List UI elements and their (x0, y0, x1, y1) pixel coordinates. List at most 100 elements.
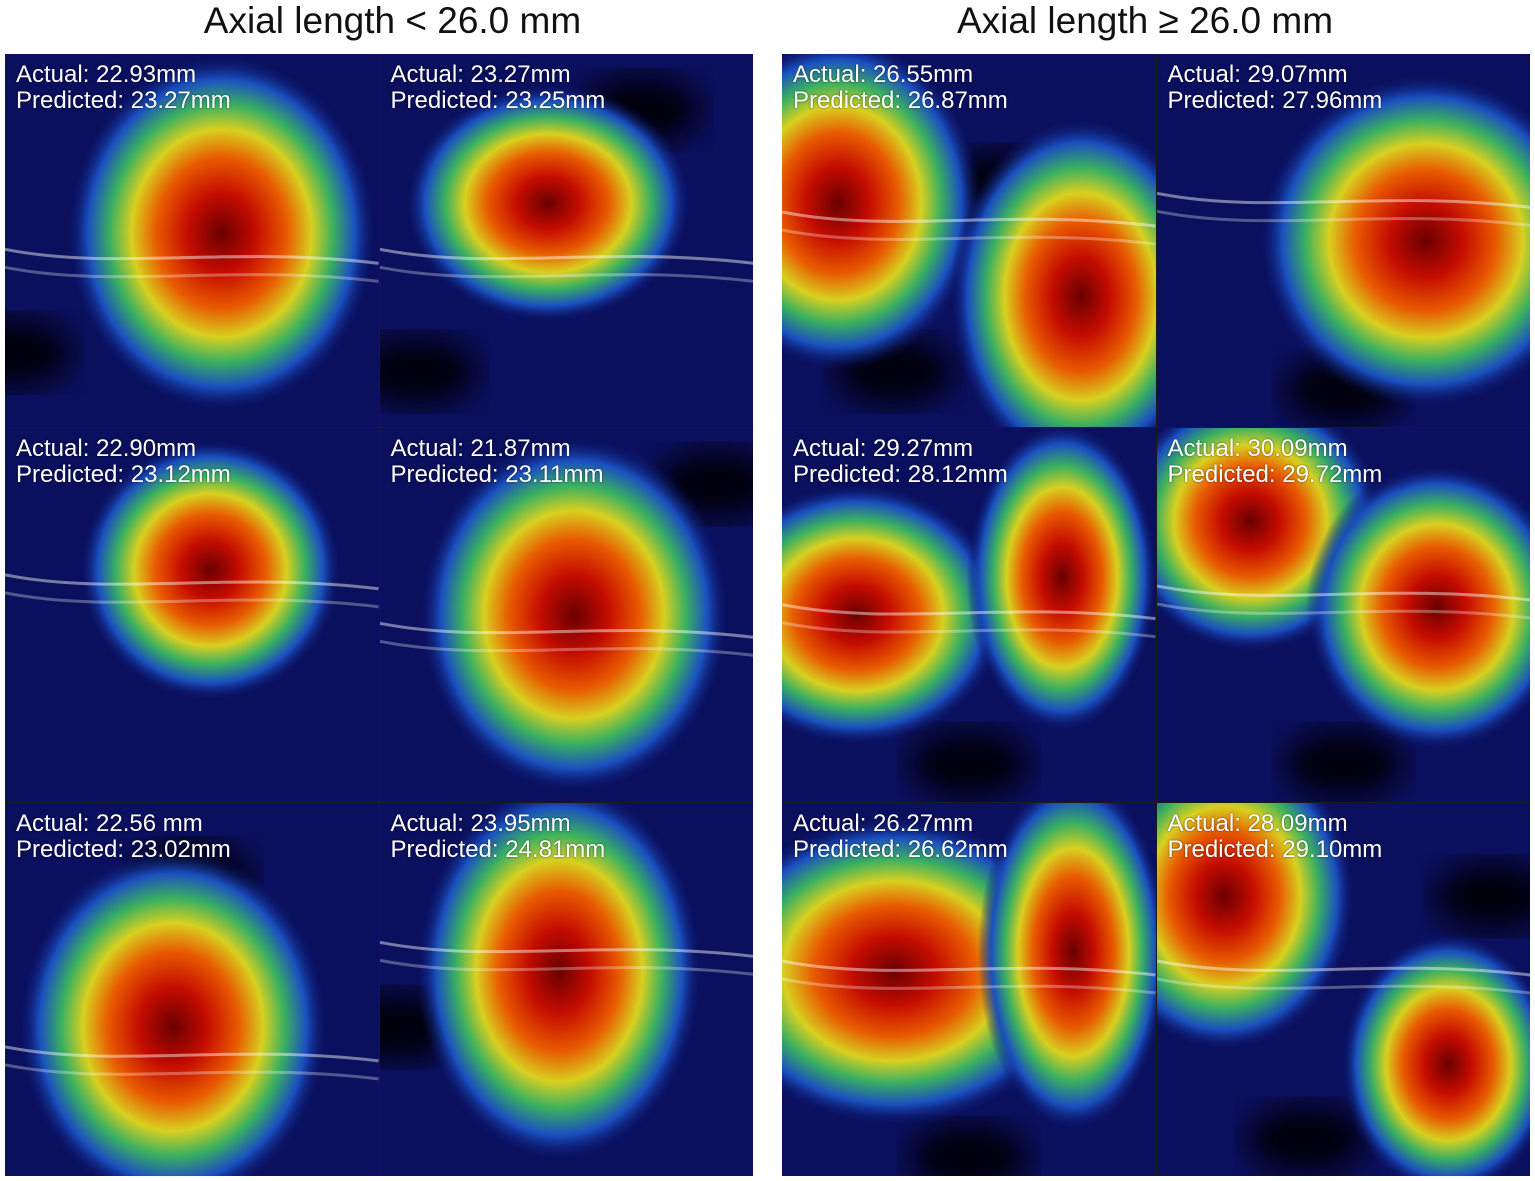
actual-label: Actual: 22.90mm (16, 435, 197, 463)
measurement-labels: Actual: 29.27mm Predicted: 28.12mm (793, 436, 1008, 488)
oct-heatmap-image (1156, 802, 1530, 1176)
retinal-layer-band (1156, 209, 1530, 227)
oct-heatmap-image (782, 428, 1156, 800)
measurement-labels: Actual: 30.09mm Predicted: 29.72mm (1168, 436, 1383, 488)
activation-hotspot (418, 435, 730, 795)
retinal-layer-band (5, 1045, 379, 1063)
predicted-label: Predicted: 23.11mm (390, 461, 604, 489)
background-void (5, 317, 73, 388)
predicted-label: Predicted: 29.10mm (1167, 835, 1383, 863)
retinal-layer-band (782, 210, 1156, 228)
background-void (1245, 1103, 1366, 1174)
oct-heatmap-image (1156, 428, 1530, 800)
measurement-labels: Actual: 22.90mm Predicted: 23.12mm (16, 436, 231, 488)
activation-hotspot (415, 802, 703, 1162)
actual-label: Actual: 29.27mm (793, 435, 974, 463)
heatmap-panel: Actual: 23.27mm Predicted: 23.25mm (379, 54, 753, 428)
activation-hotspot (1305, 464, 1530, 751)
predicted-label: Predicted: 27.96mm (1167, 87, 1383, 114)
retinal-layer-band (379, 958, 753, 976)
oct-heatmap-image (379, 435, 753, 795)
predicted-label: Predicted: 23.27mm (16, 87, 231, 114)
retinal-layer-band (1156, 584, 1530, 602)
activation-hotspot (66, 54, 378, 413)
heatmap-panel: Actual: 28.09mm Predicted: 29.10mm (1156, 802, 1530, 1176)
retinal-layer-band (5, 591, 379, 609)
measurement-labels: Actual: 23.27mm Predicted: 23.25mm (391, 62, 606, 114)
panel-grid-long-axial: Actual: 26.55mm Predicted: 26.87mm Actual:… (782, 54, 1530, 1176)
actual-label: Actual: 28.09mm (1167, 809, 1348, 837)
retinal-layer-band (1156, 191, 1530, 209)
measurement-labels: Actual: 29.07mm Predicted: 27.96mm (1168, 62, 1383, 114)
predicted-label: Predicted: 23.25mm (390, 87, 606, 114)
predicted-label: Predicted: 23.12mm (16, 461, 231, 489)
actual-label: Actual: 29.07mm (1167, 61, 1348, 88)
background-void (908, 1122, 1029, 1176)
actual-label: Actual: 22.93mm (16, 61, 197, 88)
retinal-layer-band (782, 977, 1156, 995)
activation-hotspot (966, 428, 1156, 733)
predicted-label: Predicted: 26.87mm (793, 87, 1008, 114)
actual-label: Actual: 23.27mm (390, 61, 571, 88)
actual-label: Actual: 21.87mm (390, 435, 571, 463)
activation-hotspot (1156, 802, 1356, 1052)
retinal-layer-band (1156, 959, 1530, 977)
actual-label: Actual: 26.55mm (793, 61, 974, 88)
activation-hotspot (977, 802, 1156, 1132)
retinal-layer-band (5, 265, 379, 283)
predicted-label: Predicted: 28.12mm (793, 461, 1008, 489)
retinal-layer-band (379, 622, 753, 640)
retinal-layer-band (782, 228, 1156, 246)
oct-heatmap-image (5, 438, 379, 702)
measurement-labels: Actual: 26.55mm Predicted: 26.87mm (793, 62, 1008, 114)
heatmap-panel: Actual: 29.27mm Predicted: 28.12mm (782, 428, 1156, 802)
activation-hotspot (1340, 932, 1530, 1176)
oct-heatmap-image (782, 802, 1156, 1176)
group-title-long-axial: Axial length ≥ 26.0 mm (956, 0, 1334, 41)
predicted-label: Predicted: 29.72mm (1167, 461, 1383, 489)
oct-heatmap-image (1156, 73, 1530, 426)
predicted-label: Predicted: 26.62mm (793, 835, 1008, 863)
actual-label: Actual: 30.09mm (1167, 435, 1348, 463)
heatmap-panel: Actual: 23.95mm Predicted: 24.81mm (379, 802, 753, 1176)
retinal-layer-band (782, 959, 1156, 977)
oct-heatmap-image (379, 802, 753, 1162)
retinal-layer-band (1156, 602, 1530, 620)
background-void (379, 336, 477, 407)
predicted-label: Predicted: 24.81mm (390, 835, 606, 863)
background-void (1283, 729, 1404, 800)
retinal-layer-band (1156, 977, 1530, 995)
retinal-layer-band (379, 247, 753, 265)
heatmap-panel: Actual: 21.87mm Predicted: 23.11mm (379, 428, 753, 802)
retinal-layer-band (5, 573, 379, 591)
retinal-layer-band (5, 247, 379, 265)
activation-hotspot (949, 117, 1156, 428)
oct-heatmap-image (5, 842, 379, 1176)
actual-label: Actual: 26.27mm (793, 809, 974, 837)
actual-label: Actual: 22.56 mm (16, 809, 203, 837)
oct-heatmap-image (5, 54, 379, 413)
group-title-short-axial: Axial length < 26.0 mm (203, 0, 582, 41)
panel-grid-short-axial: Actual: 22.93mm Predicted: 23.27mm Actual:… (5, 54, 753, 1176)
retinal-layer-band (379, 265, 753, 283)
measurement-labels: Actual: 22.56 mm Predicted: 23.02mm (16, 809, 231, 863)
background-void (908, 729, 1029, 800)
actual-label: Actual: 23.95mm (390, 809, 571, 837)
activation-hotspot (78, 438, 342, 702)
measurement-labels: Actual: 26.27mm Predicted: 26.62mm (793, 809, 1008, 863)
activation-hotspot (17, 847, 329, 1176)
heatmap-panel: Actual: 22.93mm Predicted: 23.27mm (5, 54, 379, 428)
measurement-labels: Actual: 22.93mm Predicted: 23.27mm (16, 62, 231, 114)
activation-hotspot (404, 83, 691, 323)
retinal-layer-band (5, 1063, 379, 1081)
heatmap-panel: Actual: 29.07mm Predicted: 27.96mm (1156, 54, 1530, 428)
measurement-labels: Actual: 28.09mm Predicted: 29.10mm (1167, 809, 1383, 863)
retinal-layer-band (782, 621, 1156, 639)
measurement-labels: Actual: 23.95mm Predicted: 24.81mm (390, 809, 606, 863)
heatmap-panel: Actual: 22.90mm Predicted: 23.12mm (5, 428, 379, 802)
retinal-layer-band (782, 603, 1156, 621)
measurement-labels: Actual: 21.87mm Predicted: 23.11mm (391, 436, 604, 488)
oct-heatmap-image (379, 74, 753, 407)
oct-heatmap-image (782, 54, 1156, 428)
activation-hotspot (1258, 73, 1530, 408)
